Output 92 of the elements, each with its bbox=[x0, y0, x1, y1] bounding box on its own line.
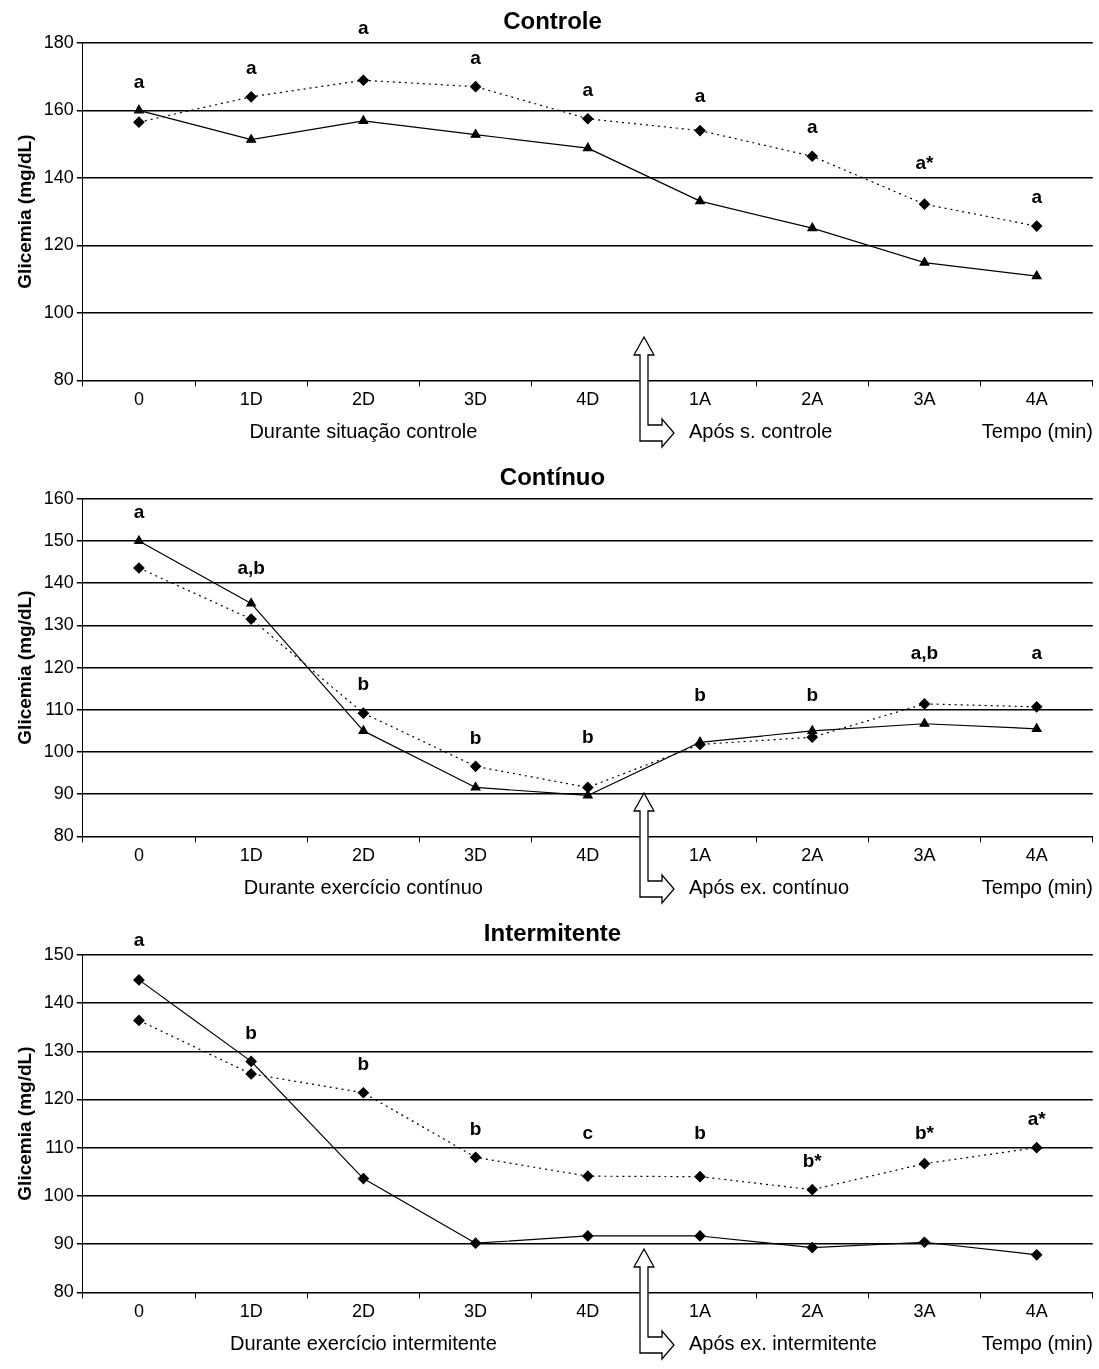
y-tick-label: 90 bbox=[53, 783, 74, 804]
x-tick-label: 3D bbox=[464, 389, 488, 410]
y-axis-title: Glicemia (mg/dL) bbox=[13, 590, 35, 745]
x-tick-label: 3D bbox=[464, 1301, 488, 1322]
y-tick-label: 80 bbox=[53, 369, 74, 390]
y-tick-label: 150 bbox=[43, 943, 74, 964]
annotation: a bbox=[245, 57, 257, 79]
y-tick-label: 140 bbox=[43, 572, 74, 593]
x-tick-label: 0 bbox=[133, 1301, 144, 1322]
x-tick-label: 3A bbox=[913, 845, 936, 866]
chart-title: Intermitente bbox=[483, 919, 622, 947]
annotation: a bbox=[694, 84, 706, 106]
y-tick-label: 80 bbox=[53, 1281, 74, 1302]
x-tick-label: 1A bbox=[689, 1301, 712, 1322]
chart-title: Contínuo bbox=[499, 463, 606, 491]
annotation: b bbox=[469, 726, 482, 748]
x-tick-label: 4D bbox=[576, 389, 600, 410]
x-tick-label: 2A bbox=[801, 1301, 824, 1322]
x-tick-label: 4A bbox=[1025, 845, 1048, 866]
y-tick-label: 100 bbox=[43, 1184, 74, 1205]
annotation: a bbox=[1031, 641, 1043, 663]
y-tick-label: 100 bbox=[43, 740, 74, 761]
annotation: b* bbox=[914, 1121, 935, 1143]
y-tick-label: 120 bbox=[43, 656, 74, 677]
annotation: a* bbox=[1027, 1107, 1047, 1129]
y-tick-label: 80 bbox=[53, 825, 74, 846]
text: Após ex. intermitente bbox=[688, 1331, 877, 1354]
x-tick-label: 2D bbox=[351, 1301, 375, 1322]
x-tick-label: 4A bbox=[1025, 389, 1048, 410]
x-tick-label: 2D bbox=[351, 845, 375, 866]
x-tick-label: 3A bbox=[913, 389, 936, 410]
annotation: b bbox=[469, 1117, 482, 1139]
y-tick-label: 180 bbox=[43, 31, 74, 52]
text: Durante exercício contínuo bbox=[243, 875, 483, 898]
y-tick-label: 150 bbox=[43, 529, 74, 550]
annotation: a* bbox=[915, 152, 935, 174]
text: a bbox=[358, 17, 370, 39]
annotation: a,b bbox=[237, 557, 265, 579]
annotation: a bbox=[1031, 186, 1043, 208]
x-tick-label: 0 bbox=[133, 845, 144, 866]
y-tick-label: 110 bbox=[45, 698, 74, 719]
annotation: a bbox=[133, 70, 145, 92]
x-tick-label: 2D bbox=[351, 389, 375, 410]
y-tick-label: 130 bbox=[43, 1040, 74, 1061]
annotation: b bbox=[245, 1021, 257, 1043]
x-tick-label: 3A bbox=[913, 1301, 936, 1322]
x-tick-label: 2A bbox=[801, 389, 824, 410]
y-tick-label: 100 bbox=[43, 301, 74, 322]
y-tick-label: 120 bbox=[43, 234, 74, 255]
y-tick-label: 110 bbox=[45, 1136, 74, 1157]
x-tick-label: 0 bbox=[133, 389, 144, 410]
y-tick-label: 90 bbox=[53, 1233, 74, 1254]
y-tick-label: 160 bbox=[43, 487, 74, 508]
y-tick-label: 130 bbox=[43, 614, 74, 635]
x-tick-label: 4D bbox=[576, 1301, 600, 1322]
x-tick-label: 4D bbox=[576, 845, 600, 866]
y-axis-title: Glicemia (mg/dL) bbox=[13, 1046, 35, 1201]
annotation: a,b bbox=[910, 641, 939, 663]
y-tick-label: 140 bbox=[43, 166, 74, 187]
x-tick-label: 2A bbox=[801, 845, 824, 866]
annotation: b bbox=[694, 1121, 706, 1143]
x-tick-label: 1A bbox=[689, 389, 712, 410]
y-tick-label: 140 bbox=[43, 992, 74, 1012]
annotation: b bbox=[582, 726, 594, 748]
x-tick-label: 4A bbox=[1025, 1301, 1048, 1322]
x-axis-title: Tempo (min) bbox=[981, 1331, 1093, 1354]
annotation: a bbox=[806, 116, 818, 138]
annotation: b bbox=[806, 684, 819, 706]
annotation: a bbox=[470, 46, 482, 68]
text: Durante exercício intermitente bbox=[229, 1331, 497, 1354]
x-tick-label: 1D bbox=[239, 845, 263, 866]
x-tick-label: 1A bbox=[689, 845, 712, 866]
y-tick-label: 120 bbox=[43, 1088, 74, 1109]
text: Após ex. contínuo bbox=[688, 875, 850, 898]
x-tick-label: 3D bbox=[464, 845, 488, 866]
text: a bbox=[133, 929, 145, 951]
x-tick-label: 1D bbox=[239, 1301, 263, 1322]
x-tick-label: 1D bbox=[239, 389, 263, 410]
annotation: b bbox=[357, 673, 370, 695]
chart-title: Controle bbox=[503, 7, 602, 35]
text: Durante situação controle bbox=[249, 419, 478, 442]
annotation: c bbox=[582, 1121, 594, 1143]
y-axis-title: Glicemia (mg/dL) bbox=[13, 134, 35, 289]
text: Após s. controle bbox=[688, 419, 833, 442]
annotation: b bbox=[694, 684, 706, 706]
annotation: a bbox=[582, 78, 594, 100]
annotation: a bbox=[133, 501, 145, 523]
annotation: b bbox=[357, 1052, 370, 1074]
y-tick-label: 160 bbox=[43, 99, 74, 120]
x-axis-title: Tempo (min) bbox=[981, 419, 1093, 442]
x-axis-title: Tempo (min) bbox=[981, 875, 1093, 898]
annotation: b* bbox=[802, 1149, 823, 1171]
